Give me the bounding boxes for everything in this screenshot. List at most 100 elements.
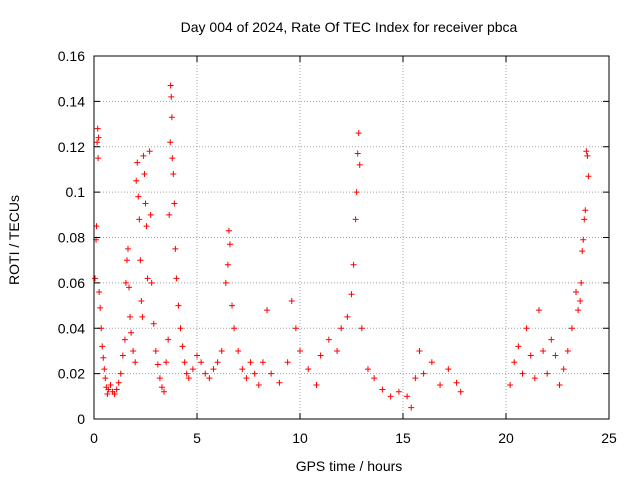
data-point — [183, 370, 190, 377]
data-point — [457, 388, 464, 395]
data-point — [334, 347, 341, 354]
data-point — [371, 375, 378, 382]
data-point — [92, 275, 99, 282]
grid-lines — [94, 56, 609, 419]
data-point — [224, 261, 231, 268]
y-tick-label: 0.08 — [58, 230, 85, 246]
data-point — [198, 359, 205, 366]
data-point — [297, 347, 303, 354]
data-point — [552, 352, 559, 359]
data-point — [288, 298, 295, 305]
data-point — [163, 359, 170, 366]
data-point — [352, 216, 359, 223]
data-point — [168, 93, 175, 100]
data-point — [150, 320, 157, 327]
data-point — [165, 336, 172, 343]
x-tick-label: 10 — [292, 430, 308, 446]
data-point — [225, 227, 232, 234]
data-point — [177, 325, 184, 332]
data-point — [126, 284, 133, 291]
y-axis-label: ROTI / TECUs — [6, 195, 22, 285]
data-point — [564, 347, 571, 354]
data-point — [142, 200, 149, 207]
y-tick-label: 0.14 — [58, 93, 85, 109]
data-point — [117, 370, 124, 377]
data-point — [584, 152, 591, 159]
data-point — [104, 391, 111, 398]
data-point — [100, 354, 107, 361]
data-point — [445, 366, 452, 373]
data-point — [147, 211, 154, 218]
data-point — [412, 375, 419, 382]
data-point — [128, 329, 135, 336]
data-point — [185, 375, 192, 382]
data-point — [152, 347, 159, 354]
data-point — [222, 279, 229, 286]
data-point — [560, 366, 567, 373]
data-point — [453, 379, 460, 386]
data-point — [395, 388, 402, 395]
data-point — [338, 325, 345, 332]
data-point — [189, 366, 196, 373]
data-point — [292, 325, 299, 332]
y-tick-label: 0.12 — [58, 139, 85, 155]
data-point — [531, 375, 538, 382]
data-point — [140, 152, 147, 159]
data-point — [94, 125, 101, 132]
data-point — [540, 347, 547, 354]
data-point — [135, 193, 142, 200]
data-point — [154, 361, 161, 368]
data-point — [124, 245, 131, 252]
data-point — [122, 279, 129, 286]
data-point — [350, 261, 357, 268]
data-point — [573, 288, 580, 295]
data-point — [161, 388, 168, 395]
data-point — [428, 359, 435, 366]
y-tick-label: 0.06 — [58, 275, 85, 291]
y-tick-label: 0.1 — [66, 184, 86, 200]
data-point — [255, 381, 262, 388]
data-point — [264, 307, 271, 314]
data-point — [148, 279, 155, 286]
data-point — [179, 343, 186, 350]
y-tick-label: 0.04 — [58, 320, 85, 336]
x-tick-label: 0 — [90, 430, 98, 446]
data-point — [181, 359, 188, 366]
data-point — [214, 359, 221, 366]
data-point — [96, 288, 103, 295]
data-point — [158, 384, 165, 391]
data-point — [408, 404, 415, 411]
data-point — [416, 347, 423, 354]
data-point — [364, 366, 371, 373]
data-point — [194, 352, 200, 359]
data-point — [137, 257, 144, 264]
data-point — [101, 366, 108, 373]
plot-frame — [93, 55, 610, 420]
data-point — [156, 375, 163, 382]
data-points — [92, 82, 592, 411]
data-point — [143, 223, 150, 230]
data-point — [556, 381, 563, 388]
data-point — [132, 359, 139, 366]
data-point — [123, 257, 130, 264]
data-point — [348, 291, 355, 298]
data-point — [544, 370, 551, 377]
data-point — [171, 200, 178, 207]
data-point — [167, 82, 174, 89]
data-point — [94, 139, 101, 146]
data-point — [134, 159, 141, 166]
y-tick-label: 0.16 — [58, 48, 85, 64]
data-point — [99, 343, 106, 350]
data-point — [284, 359, 291, 366]
data-point — [105, 386, 112, 393]
data-point — [581, 216, 588, 223]
data-point — [354, 150, 361, 157]
data-point — [172, 245, 179, 252]
data-point — [535, 307, 542, 314]
data-point — [133, 177, 140, 184]
data-point — [548, 336, 555, 343]
data-point — [139, 313, 146, 320]
data-point — [276, 379, 283, 386]
data-point — [404, 393, 411, 400]
